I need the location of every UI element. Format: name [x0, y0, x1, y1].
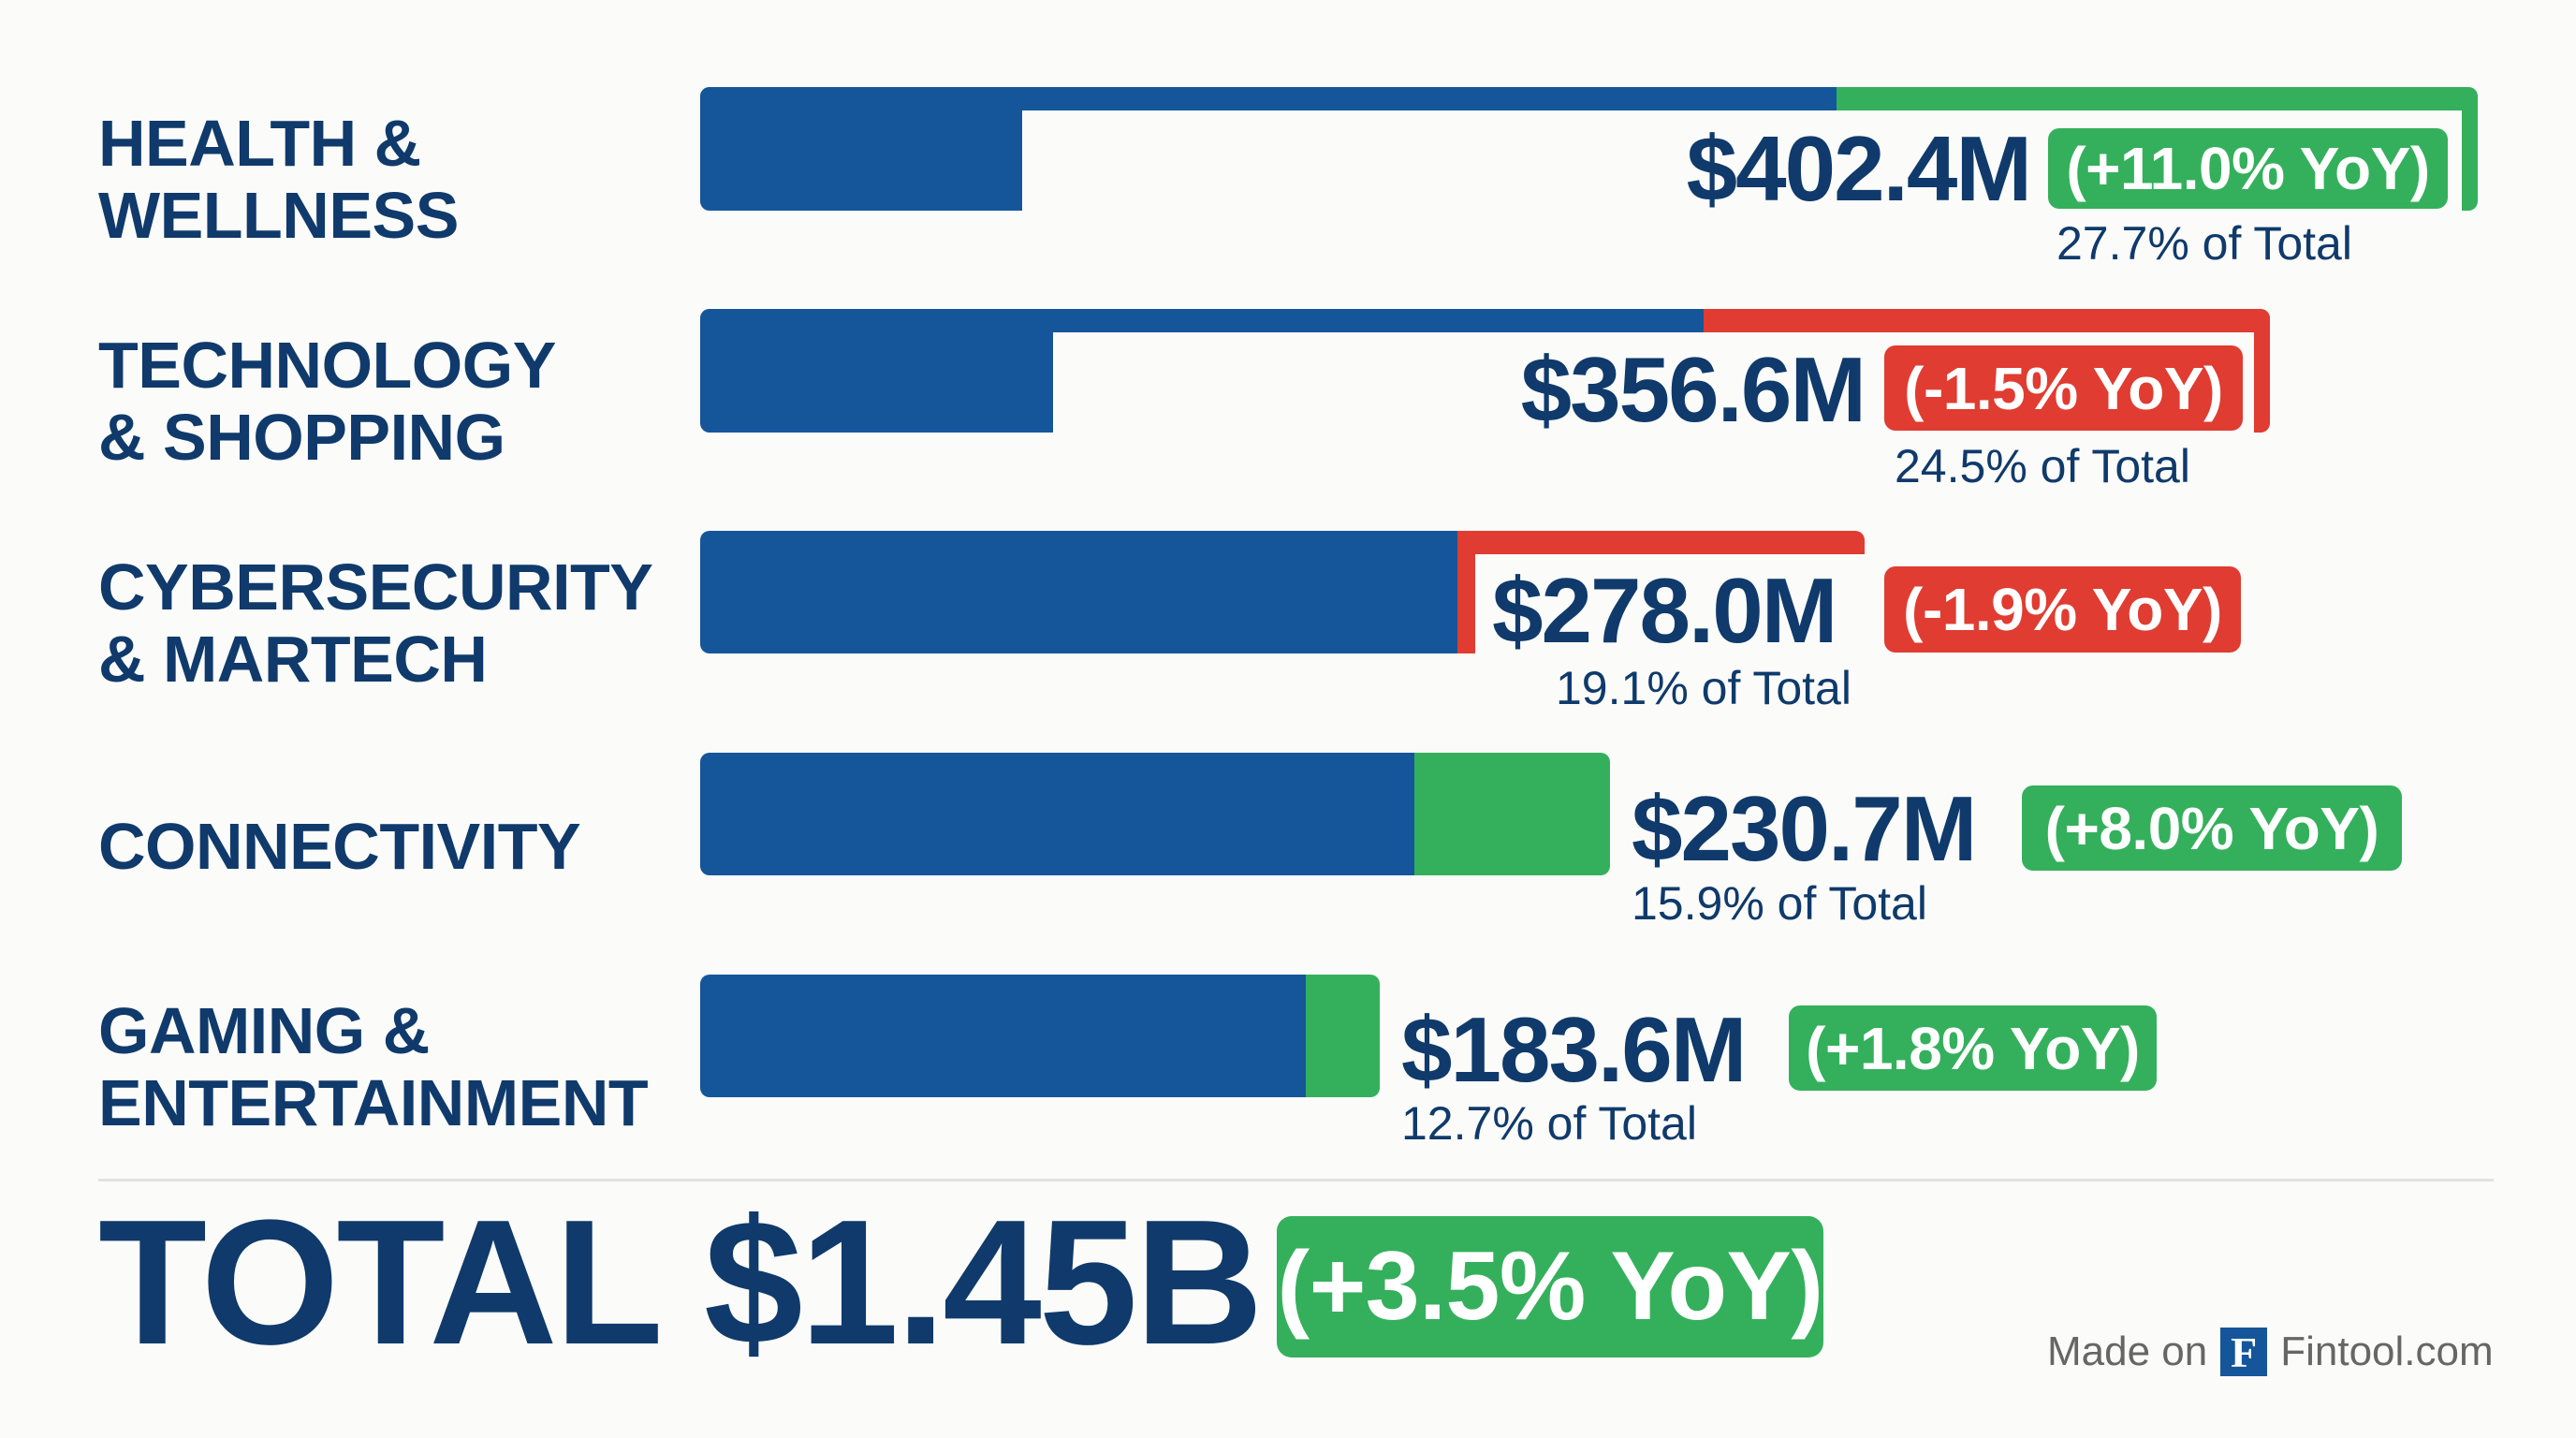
bar-health-wellness-growth [1837, 87, 2478, 110]
category-label-connectivity: CONNECTIVITY [98, 810, 581, 883]
divider [98, 1179, 2494, 1181]
made-on-text: Made on [2047, 1328, 2208, 1374]
yoy-badge-technology-shopping: (-1.5% YoY) [1884, 345, 2243, 431]
bar-gaming-entertainment-growth [1306, 975, 1380, 1097]
category-label-technology-shopping: TECHNOLOGY & SHOPPING [98, 329, 556, 474]
bar-health-wellness-growth-edge [2462, 87, 2478, 211]
bar-connectivity-growth [1414, 753, 1610, 875]
footer-attribution: Made on F Fintool.com [2047, 1328, 2494, 1376]
category-label-health-wellness: HEALTH & WELLNESS [98, 107, 459, 252]
share-gaming-entertainment: 12.7% of Total [1401, 1097, 1697, 1150]
bar-cybersecurity-martech-decline-edge [1457, 531, 1475, 653]
category-label-gaming-entertainment: GAMING & ENTERTAINMENT [98, 994, 649, 1139]
share-technology-shopping: 24.5% of Total [1895, 440, 2190, 492]
value-connectivity: $230.7M [1632, 777, 1977, 880]
value-health-wellness: $402.4M [1686, 117, 2032, 220]
yoy-badge-connectivity: (+8.0% YoY) [2022, 785, 2402, 871]
category-label-cybersecurity-martech: CYBERSECURITY & MARTECH [98, 550, 653, 696]
yoy-badge-cybersecurity-martech: (-1.9% YoY) [1884, 566, 2241, 653]
bar-technology-shopping-decline [1704, 309, 2270, 332]
value-technology-shopping: $356.6M [1520, 338, 1866, 441]
yoy-badge-health-wellness: (+11.0% YoY) [2048, 128, 2448, 209]
share-health-wellness: 27.7% of Total [2056, 217, 2352, 270]
bar-health-wellness [700, 87, 1022, 211]
total-value: TOTAL $1.45B [98, 1183, 1264, 1382]
share-cybersecurity-martech: 19.1% of Total [1556, 662, 1852, 714]
bar-technology-shopping-decline-edge [2254, 309, 2270, 433]
value-gaming-entertainment: $183.6M [1401, 998, 1747, 1101]
fintool-link[interactable]: Fintool.com [2280, 1328, 2494, 1374]
yoy-badge-gaming-entertainment: (+1.8% YoY) [1789, 1005, 2157, 1091]
bar-cybersecurity-martech [700, 531, 1457, 653]
bar-connectivity [700, 753, 1414, 875]
bar-gaming-entertainment [700, 975, 1306, 1097]
total-yoy-badge: (+3.5% YoY) [1277, 1216, 1823, 1357]
share-connectivity: 15.9% of Total [1632, 877, 1927, 930]
value-cybersecurity-martech: $278.0M [1492, 559, 1837, 662]
bar-technology-shopping [700, 309, 1053, 433]
bar-cybersecurity-martech-decline [1457, 531, 1865, 554]
fintool-logo-icon: F [2220, 1328, 2268, 1376]
